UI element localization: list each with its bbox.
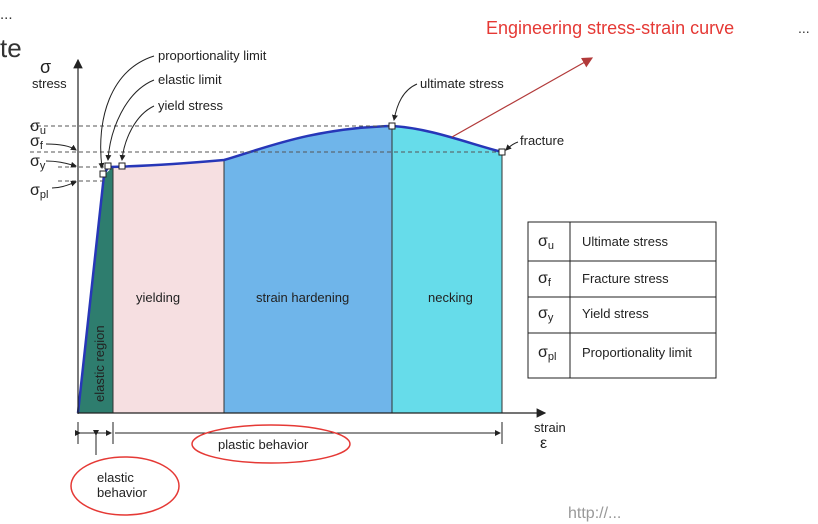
region-strain-hardening: [224, 126, 392, 413]
point-proportionality-limit: [99, 170, 107, 178]
tick-sigma-y: σy: [30, 153, 46, 172]
label-elastic-behavior-line1: elastic: [97, 470, 134, 485]
label-plastic-behavior: plastic behavior: [218, 437, 309, 452]
slide-edge-title-fragment: te: [0, 33, 22, 63]
label-yield-stress: yield stress: [158, 98, 224, 113]
elastic-behavior-highlight: [70, 456, 180, 516]
legend-desc-pl: Proportionality limit: [582, 345, 692, 360]
y-axis-symbol: σ: [40, 57, 51, 77]
label-elastic-region: elastic region: [92, 325, 107, 402]
label-proportionality-limit: proportionality limit: [158, 48, 267, 63]
region-yielding: [113, 160, 224, 413]
legend-symbol-pl: σpl: [538, 344, 556, 363]
label-ultimate-stress: ultimate stress: [420, 76, 504, 91]
point-elastic-limit: [104, 162, 112, 170]
legend-symbol-u: σu: [538, 233, 554, 252]
legend-desc-y: Yield stress: [582, 306, 649, 321]
point-fracture: [498, 148, 506, 156]
tick-sigma-u: σu: [30, 118, 46, 137]
region-elastic: [78, 167, 113, 413]
point-ultimate-stress: [388, 122, 396, 130]
plastic-behavior-highlight: [191, 424, 351, 464]
legend-desc-u: Ultimate stress: [582, 234, 668, 249]
legend-table: σu Ultimate stress σf Fracture stress σy…: [527, 221, 717, 379]
slide-title-ellipsis: ...: [798, 20, 810, 36]
label-strain-hardening: strain hardening: [256, 290, 349, 305]
region-necking: [392, 126, 502, 413]
label-elastic-limit: elastic limit: [158, 72, 222, 87]
y-axis-label: stress: [32, 76, 67, 91]
slide-title: Engineering stress-strain curve: [486, 18, 735, 38]
x-axis-symbol: ε: [540, 435, 547, 452]
x-axis-label: strain: [534, 420, 566, 435]
label-elastic-behavior: elastic behavior: [97, 470, 148, 500]
point-yield-stress: [118, 162, 126, 170]
slide-edge-fragment: ...: [0, 6, 13, 23]
label-necking: necking: [428, 290, 473, 305]
title-pointer-arrow: [451, 57, 594, 138]
legend-symbol-f: σf: [538, 270, 552, 289]
legend-desc-f: Fracture stress: [582, 271, 669, 286]
label-fracture: fracture: [520, 133, 564, 148]
label-yielding: yielding: [136, 290, 180, 305]
tick-sigma-pl: σpl: [30, 182, 48, 201]
stress-strain-curve: [76, 124, 503, 414]
slide-footer-fragment: http://...: [568, 505, 622, 522]
label-elastic-behavior-line2: behavior: [97, 485, 148, 500]
legend-symbol-y: σy: [538, 305, 554, 324]
tick-sigma-f: σf: [30, 133, 44, 152]
